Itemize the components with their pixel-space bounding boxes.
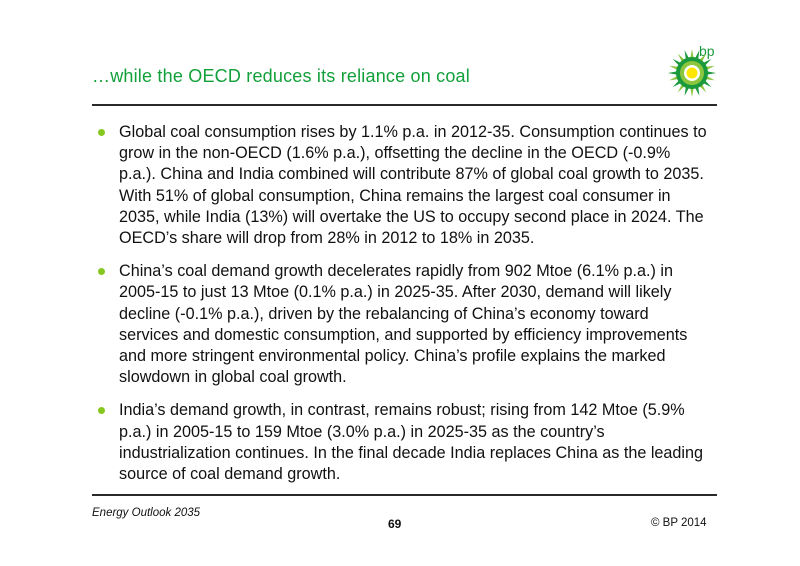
round-bullet-icon [98,268,105,276]
bullet-text: India’s demand growth, in contrast, rema… [119,401,704,484]
bullet-item: India’s demand growth, in contrast, rema… [98,400,708,485]
bullet-text: China’s coal demand growth decelerates r… [119,262,688,387]
footer-publication: Energy Outlook 2035 [92,507,201,519]
logo-petal [690,86,694,97]
footer-copyright: © BP 2014 [651,517,707,529]
slide-title: …while the OECD reduces its reliance on … [92,66,470,86]
page-number: 69 [388,517,402,531]
logo-petal [668,71,679,75]
bottom-divider [92,494,717,496]
bullet-item: Global coal consumption rises by 1.1% p.… [98,122,708,249]
round-bullet-icon [98,407,105,415]
logo-petal [705,71,716,75]
logo-petal [690,49,694,60]
top-divider [92,104,717,106]
brand-text: bp [699,43,715,59]
bullet-list: Global coal consumption rises by 1.1% p.… [98,122,708,497]
round-bullet-icon [98,129,105,136]
bullet-item: China’s coal demand growth decelerates r… [98,261,708,388]
bp-helios-logo-icon [668,49,716,97]
bullet-text: Global coal consumption rises by 1.1% p.… [119,123,707,248]
